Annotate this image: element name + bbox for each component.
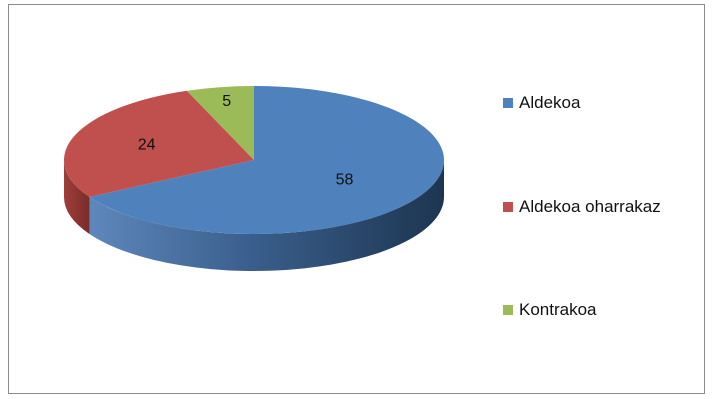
data-label-aldekoa-oharrakaz: 24 (138, 136, 156, 153)
data-label-kontrakoa: 5 (222, 93, 231, 110)
legend-item-aldekoa: Aldekoa (503, 93, 580, 113)
pie-tops (63, 86, 444, 234)
legend-swatch-aldekoa-oharrakaz (503, 202, 513, 212)
legend-item-kontrakoa: Kontrakoa (503, 300, 597, 320)
pie-chart: 58 24 5 (63, 86, 445, 272)
data-label-aldekoa: 58 (336, 172, 354, 189)
legend-item-aldekoa-oharrakaz: Aldekoa oharrakaz (503, 197, 661, 217)
pie-sides (64, 160, 445, 272)
legend-swatch-kontrakoa (503, 305, 513, 315)
pie-side-aldekoa (89, 160, 445, 272)
pie-labels: 58 24 5 (138, 93, 354, 189)
pie-slice-kontrakoa (186, 86, 254, 160)
legend-label-kontrakoa: Kontrakoa (519, 300, 597, 319)
pie-slice-aldekoa (89, 86, 444, 234)
legend-label-aldekoa-oharrakaz: Aldekoa oharrakaz (519, 197, 661, 216)
chart-area: 58 24 5 Aldekoa Aldekoa oharrakaz Kontrako… (8, 4, 705, 394)
pie-slice-aldekoa-oharrakaz (63, 90, 255, 197)
legend-swatch-aldekoa (503, 98, 513, 108)
pie-side-aldekoa-oharrakaz (64, 160, 90, 234)
legend-label-aldekoa: Aldekoa (519, 93, 581, 112)
